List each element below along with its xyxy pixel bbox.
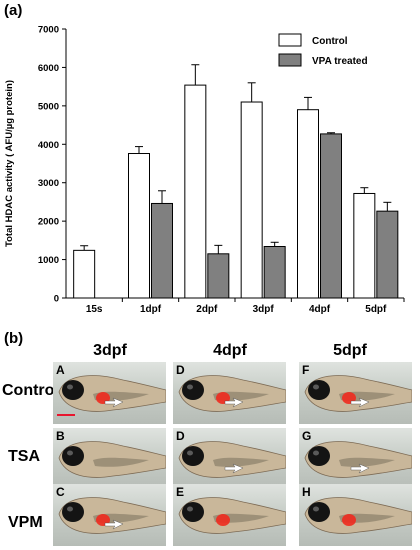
arrow-icon	[350, 397, 370, 408]
photo-control-3dpf: A	[53, 362, 166, 424]
zebrafish-larva-image	[178, 375, 286, 412]
panel-letter: A	[56, 363, 65, 377]
panel-letter: D	[176, 363, 185, 377]
panel-label-b: (b)	[4, 330, 24, 347]
larva-eye	[62, 380, 84, 400]
larva-eye-highlight	[67, 506, 73, 512]
y-axis-title: Total HDAC activity ( AFU/µg protein)	[4, 80, 15, 247]
x-tick-label: 5dpf	[365, 304, 387, 315]
larva-eye-highlight	[67, 450, 73, 456]
larva-eye	[308, 380, 330, 400]
panel-letter: D	[176, 429, 185, 443]
column-header-5dpf: 5dpf	[333, 342, 367, 359]
bar-vpa-3dpf	[263, 246, 286, 299]
y-tick-label: 0	[54, 294, 59, 305]
legend-label-vpa: VPA treated	[312, 56, 368, 67]
photo-tsa-4dpf: D	[173, 428, 286, 490]
arrow-icon	[224, 463, 244, 474]
heart-marker	[216, 514, 230, 526]
larva-eye	[182, 380, 204, 400]
heart-marker	[342, 514, 356, 526]
larva-eye	[62, 502, 84, 522]
bar-control-15s	[73, 249, 96, 299]
zebrafish-larva-image	[58, 375, 166, 412]
y-tick-label: 3000	[38, 178, 59, 189]
arrow-icon	[224, 397, 244, 408]
y-tick-label: 7000	[38, 25, 59, 36]
larva-eye-highlight	[313, 506, 319, 512]
photo-vpm-5dpf: H	[299, 484, 412, 546]
larva-eye-highlight	[187, 506, 193, 512]
larva-eye	[182, 446, 204, 466]
zebrafish-larva-image	[178, 497, 286, 534]
photo-vpm-4dpf: E	[173, 484, 286, 546]
zebrafish-larva-image	[304, 497, 412, 534]
larva-eye	[62, 446, 84, 466]
larva-eye	[308, 446, 330, 466]
arrow-icon	[104, 397, 124, 408]
x-tick-label: 3dpf	[253, 304, 275, 315]
larva-eye	[308, 502, 330, 522]
panel-label-a: (a)	[4, 2, 23, 19]
x-tick-label: 2dpf	[196, 304, 218, 315]
zebrafish-larva-image	[178, 441, 286, 478]
panel-letter: H	[302, 485, 311, 499]
row-header-control: Control	[2, 382, 59, 399]
row-header-tsa: TSA	[8, 448, 40, 465]
panel-letter: B	[56, 429, 65, 443]
panel-letter: C	[56, 485, 65, 499]
bar-control-2dpf	[184, 84, 207, 299]
panel-letter: F	[302, 363, 310, 377]
zebrafish-larva-image	[304, 375, 412, 412]
bar-control-3dpf	[240, 101, 263, 299]
legend-swatch-control	[278, 33, 302, 47]
y-tick-label: 6000	[38, 63, 59, 74]
y-tick-label: 4000	[38, 140, 59, 151]
zebrafish-larva-image	[58, 441, 166, 478]
bar-control-5dpf	[353, 192, 376, 299]
larva-eye-highlight	[187, 450, 193, 456]
legend-swatch-vpa	[278, 53, 302, 67]
arrow-icon	[104, 519, 124, 530]
row-header-vpm: VPM	[8, 514, 43, 531]
column-header-3dpf: 3dpf	[93, 342, 127, 359]
y-tick-label: 2000	[38, 217, 59, 228]
y-tick-label: 5000	[38, 101, 59, 112]
bar-vpa-2dpf	[207, 253, 230, 299]
bar-control-4dpf	[297, 109, 319, 299]
bar-vpa-1dpf	[151, 202, 173, 299]
larva-gut	[93, 457, 149, 467]
x-tick-label: 1dpf	[140, 304, 162, 315]
larva-gut	[339, 457, 395, 467]
x-tick-label: 4dpf	[309, 304, 331, 315]
zebrafish-larva-image	[304, 441, 412, 478]
photo-control-5dpf: F	[299, 362, 412, 424]
arrow-icon	[350, 463, 370, 474]
zebrafish-larva-image	[58, 497, 166, 534]
larva-gut	[213, 457, 269, 467]
photo-tsa-5dpf: G	[299, 428, 412, 490]
legend-label-control: Control	[312, 36, 348, 47]
photo-control-4dpf: D	[173, 362, 286, 424]
larva-eye-highlight	[313, 450, 319, 456]
bar-vpa-4dpf	[320, 133, 342, 299]
bar-vpa-5dpf	[376, 210, 399, 299]
larva-eye-highlight	[67, 384, 73, 390]
hdac-activity-chart: 0 1000 2000 3000 4000 5000 6000 7000 Total HDAC …	[4, 25, 405, 315]
larva-eye-highlight	[187, 384, 193, 390]
y-tick-label: 1000	[38, 255, 59, 266]
panel-letter: G	[302, 429, 312, 443]
scale-bar	[57, 414, 75, 416]
bar-control-1dpf	[128, 153, 150, 299]
photo-tsa-3dpf: B	[53, 428, 166, 490]
larva-eye	[182, 502, 204, 522]
x-tick-label: 15s	[86, 304, 103, 315]
larva-eye-highlight	[313, 384, 319, 390]
panel-letter: E	[176, 485, 185, 499]
column-header-4dpf: 4dpf	[213, 342, 247, 359]
photo-vpm-3dpf: C	[53, 484, 166, 546]
